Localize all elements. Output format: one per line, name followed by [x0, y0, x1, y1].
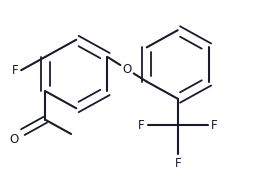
Text: F: F: [12, 64, 18, 77]
Text: O: O: [10, 133, 19, 146]
Text: F: F: [174, 157, 181, 170]
Text: O: O: [122, 63, 132, 76]
Text: F: F: [138, 119, 145, 132]
Text: F: F: [211, 119, 217, 132]
